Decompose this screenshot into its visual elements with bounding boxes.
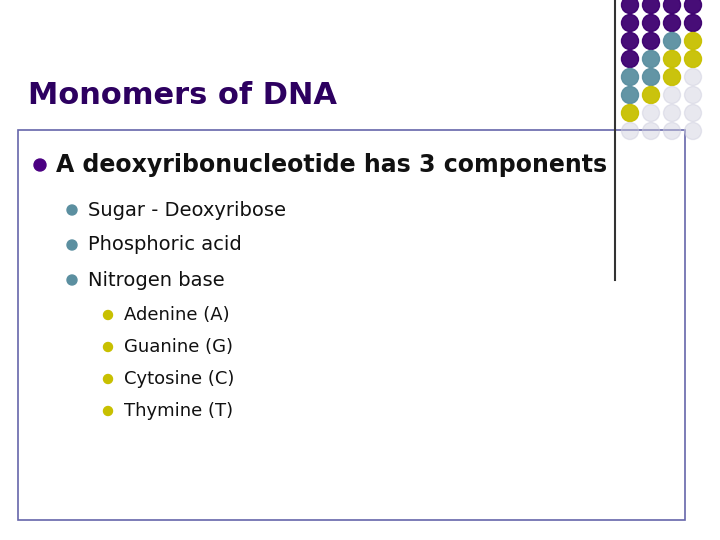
Text: Nitrogen base: Nitrogen base (88, 271, 225, 289)
Circle shape (104, 407, 112, 415)
Text: Guanine (G): Guanine (G) (124, 338, 233, 356)
Circle shape (664, 51, 680, 68)
Circle shape (642, 69, 660, 85)
Circle shape (67, 240, 77, 250)
Circle shape (685, 0, 701, 14)
Text: Cytosine (C): Cytosine (C) (124, 370, 235, 388)
Circle shape (621, 86, 639, 104)
Circle shape (685, 32, 701, 50)
Circle shape (642, 51, 660, 68)
Circle shape (67, 275, 77, 285)
Circle shape (642, 15, 660, 31)
Circle shape (685, 86, 701, 104)
Circle shape (685, 69, 701, 85)
Circle shape (685, 51, 701, 68)
Text: Sugar - Deoxyribose: Sugar - Deoxyribose (88, 200, 286, 219)
Circle shape (664, 123, 680, 139)
Circle shape (67, 205, 77, 215)
Circle shape (664, 105, 680, 122)
Circle shape (642, 86, 660, 104)
Circle shape (642, 105, 660, 122)
Circle shape (685, 123, 701, 139)
FancyBboxPatch shape (18, 130, 685, 520)
Circle shape (34, 159, 46, 171)
Circle shape (685, 15, 701, 31)
Circle shape (104, 375, 112, 383)
Circle shape (621, 15, 639, 31)
Circle shape (621, 105, 639, 122)
Circle shape (621, 51, 639, 68)
Circle shape (642, 32, 660, 50)
Text: A deoxyribonucleotide has 3 components: A deoxyribonucleotide has 3 components (56, 153, 607, 177)
Circle shape (621, 69, 639, 85)
Circle shape (642, 0, 660, 14)
Circle shape (642, 123, 660, 139)
Circle shape (621, 123, 639, 139)
Text: Thymine (T): Thymine (T) (124, 402, 233, 420)
Text: Phosphoric acid: Phosphoric acid (88, 235, 242, 254)
Circle shape (664, 0, 680, 14)
Circle shape (685, 105, 701, 122)
Circle shape (664, 32, 680, 50)
Text: Adenine (A): Adenine (A) (124, 306, 230, 324)
Circle shape (664, 69, 680, 85)
Circle shape (664, 86, 680, 104)
Circle shape (104, 310, 112, 320)
Circle shape (664, 15, 680, 31)
Circle shape (621, 32, 639, 50)
Text: Monomers of DNA: Monomers of DNA (28, 81, 337, 110)
Circle shape (621, 0, 639, 14)
Circle shape (104, 342, 112, 352)
